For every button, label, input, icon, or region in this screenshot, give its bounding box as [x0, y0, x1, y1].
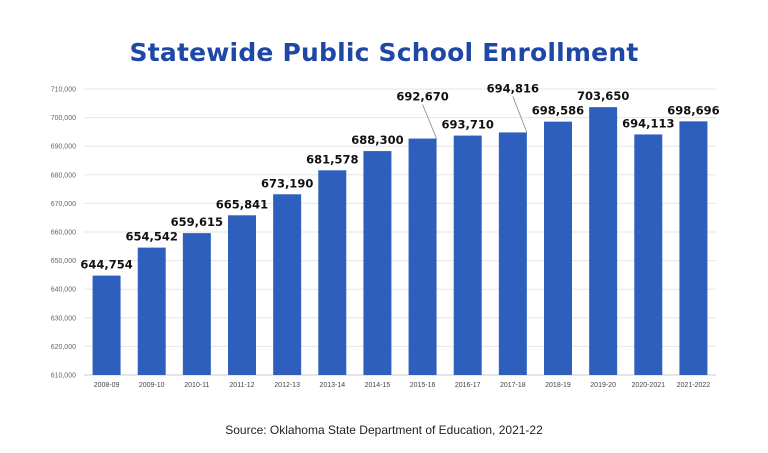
label-leaders: [422, 96, 528, 139]
y-tick-label: 610,000: [51, 373, 76, 380]
x-tick-label: 2012-13: [274, 382, 300, 389]
y-tick-label: 630,000: [51, 315, 76, 322]
bar: [589, 107, 618, 375]
bar: [408, 138, 437, 375]
y-tick-label: 690,000: [51, 144, 76, 151]
bar: [92, 275, 121, 375]
y-tick-label: 700,000: [51, 115, 76, 122]
bar: [318, 170, 347, 375]
data-label: 698,586: [532, 104, 584, 118]
x-tick-label: 2020-2021: [632, 382, 666, 389]
x-tick-label: 2016-17: [455, 382, 481, 389]
y-tick-label: 650,000: [51, 258, 76, 265]
bars: [92, 107, 708, 375]
x-axis-ticks: 2008-09 2009-10 2010-11 2011-12 2012-13 2013-…: [94, 382, 711, 389]
bar: [363, 151, 392, 375]
bar: [228, 215, 256, 375]
y-tick-label: 620,000: [51, 344, 76, 351]
data-label: 681,578: [306, 152, 358, 166]
data-label: 654,542: [126, 230, 178, 244]
y-tick-label: 680,000: [51, 172, 76, 179]
data-label: 698,696: [667, 103, 719, 117]
bar: [634, 134, 663, 375]
data-label: 688,300: [351, 133, 403, 147]
x-tick-label: 2008-09: [94, 382, 120, 389]
y-tick-label: 660,000: [51, 230, 76, 237]
gridlines: [84, 88, 716, 376]
bar: [182, 233, 211, 375]
x-tick-label: 2015-16: [410, 382, 436, 389]
x-tick-label: 2013-14: [319, 382, 345, 389]
x-tick-label: 2018-19: [545, 382, 571, 389]
x-tick-label: 2014-15: [365, 382, 391, 389]
y-tick-label: 670,000: [51, 201, 76, 208]
data-label: 694,816: [487, 81, 539, 95]
label-leader-line: [512, 96, 528, 133]
data-label: 692,670: [396, 90, 448, 104]
bar: [498, 132, 527, 375]
y-tick-label: 640,000: [51, 287, 76, 294]
chart-title: Statewide Public School Enrollment: [129, 38, 639, 67]
data-label: 665,841: [216, 197, 268, 211]
data-label: 703,650: [577, 89, 629, 103]
data-label: 659,615: [171, 215, 223, 229]
data-label: 693,710: [442, 118, 494, 132]
x-tick-label: 2017-18: [500, 382, 526, 389]
bar: [137, 247, 166, 375]
x-tick-label: 2010-11: [184, 382, 209, 389]
bar: [544, 121, 572, 375]
data-label: 673,190: [261, 176, 313, 190]
data-label: 644,754: [80, 258, 132, 272]
bar: [273, 194, 302, 375]
data-label: 694,113: [622, 116, 674, 130]
x-tick-label: 2019-20: [590, 382, 616, 389]
y-tick-label: 710,000: [51, 87, 76, 94]
chart-source-note: Source: Oklahoma State Department of Edu…: [225, 423, 543, 437]
bar: [453, 135, 482, 375]
x-tick-label: 2021-2022: [677, 382, 711, 389]
label-leader-line: [422, 104, 437, 139]
x-tick-label: 2009-10: [139, 382, 165, 389]
bar: [679, 121, 708, 375]
x-tick-label: 2011-12: [229, 382, 254, 389]
y-axis-ticks: 610,000 620,000 630,000 640,000 650,000 660,0…: [51, 87, 76, 380]
